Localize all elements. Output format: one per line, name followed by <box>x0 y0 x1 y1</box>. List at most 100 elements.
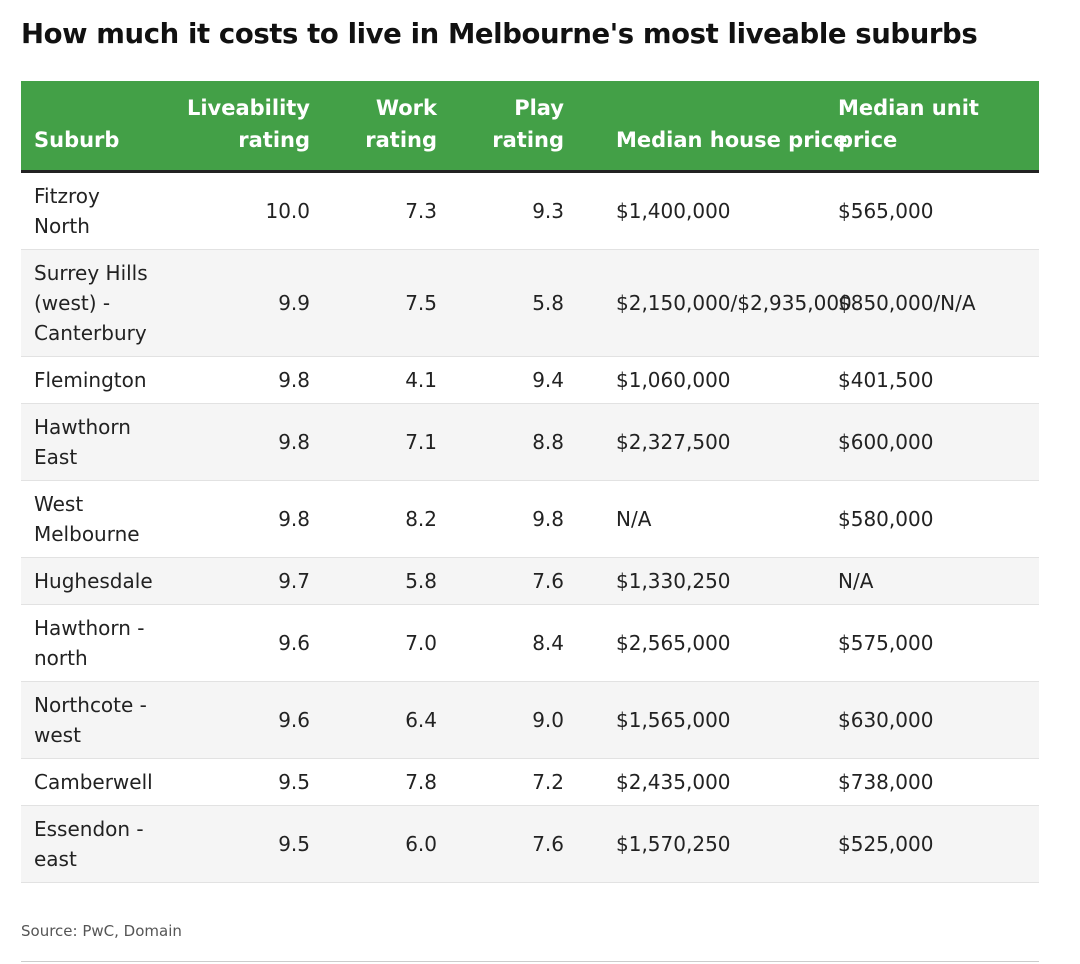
cell-liveability: 9.8 <box>183 480 310 558</box>
cell-liveability: 9.6 <box>183 604 310 682</box>
cell-liveability: 9.5 <box>183 805 310 883</box>
cell-house: $1,330,250 <box>564 557 838 605</box>
header-work: Work rating <box>310 81 437 173</box>
header-work-line-1: Work <box>375 95 437 120</box>
suburb-line: Canterbury <box>34 320 147 345</box>
cell-suburb: Camberwell <box>21 758 183 806</box>
suburb-line: Hawthorn <box>34 414 131 439</box>
header-play-line-2: rating <box>492 127 564 152</box>
cell-unit: N/A <box>838 557 1039 605</box>
cell-unit: $600,000 <box>838 403 1039 481</box>
suburb-line: North <box>34 213 90 238</box>
cell-house: N/A <box>564 480 838 558</box>
cell-liveability: 9.6 <box>183 681 310 759</box>
suburb-line: Melbourne <box>34 521 140 546</box>
cell-house: $1,060,000 <box>564 356 838 404</box>
suburb-line: (west) - <box>34 290 111 315</box>
cell-house: $1,400,000 <box>564 171 838 250</box>
cell-liveability: 9.9 <box>183 249 310 357</box>
header-row: Suburb Liveability rating Work rating Pl… <box>21 81 1039 173</box>
header-house-price-line-1: Median house price <box>616 127 848 152</box>
suburb-line: west <box>34 722 81 747</box>
cell-suburb: Hughesdale <box>21 557 183 605</box>
header-play-line-1: Play <box>514 95 564 120</box>
table-row: Hawthorn - north 9.6 7.0 8.4 $2,565,000 $575,0… <box>21 604 1039 682</box>
cell-work: 6.0 <box>310 805 437 883</box>
cell-suburb: Northcote - west <box>21 681 183 759</box>
cell-play: 9.4 <box>437 356 564 404</box>
cell-play: 9.3 <box>437 171 564 250</box>
cell-play: 8.8 <box>437 403 564 481</box>
header-play: Play rating <box>437 81 564 173</box>
cell-suburb: Fitzroy North <box>21 171 183 250</box>
cell-suburb: Hawthorn East <box>21 403 183 481</box>
cell-liveability: 9.5 <box>183 758 310 806</box>
suburb-line: Northcote - <box>34 692 147 717</box>
header-suburb-line-1: Suburb <box>34 127 120 152</box>
suburb-line: Surrey Hills <box>34 260 148 285</box>
header-unit-price: Median unit price <box>838 81 1039 173</box>
cell-house: $1,570,250 <box>564 805 838 883</box>
header-unit-price-line-2: price <box>838 127 898 152</box>
cell-unit: $401,500 <box>838 356 1039 404</box>
table-row: Hawthorn East 9.8 7.1 8.8 $2,327,500 $600,000 <box>21 403 1039 481</box>
cell-work: 7.1 <box>310 403 437 481</box>
cell-unit: $565,000 <box>838 171 1039 250</box>
cell-play: 7.6 <box>437 557 564 605</box>
cell-play: 7.6 <box>437 805 564 883</box>
cell-play: 9.8 <box>437 480 564 558</box>
cell-liveability: 10.0 <box>183 171 310 250</box>
cell-work: 7.3 <box>310 171 437 250</box>
cell-work: 7.5 <box>310 249 437 357</box>
cell-unit: $850,000/N/A <box>838 249 1039 357</box>
cell-play: 8.4 <box>437 604 564 682</box>
cell-house: $2,327,500 <box>564 403 838 481</box>
cell-house: $2,565,000 <box>564 604 838 682</box>
cell-house: $1,565,000 <box>564 681 838 759</box>
table-row: Surrey Hills (west) - Canterbury 9.9 7.5 5.8 $… <box>21 249 1039 357</box>
cell-play: 7.2 <box>437 758 564 806</box>
table-row: Essendon - east 9.5 6.0 7.6 $1,570,250 $525,00… <box>21 805 1039 883</box>
cell-play: 5.8 <box>437 249 564 357</box>
header-work-line-2: rating <box>365 127 437 152</box>
chart-title: How much it costs to live in Melbourne's… <box>21 18 978 50</box>
cell-unit: $738,000 <box>838 758 1039 806</box>
cell-play: 9.0 <box>437 681 564 759</box>
cell-work: 8.2 <box>310 480 437 558</box>
header-suburb: Suburb <box>21 81 183 173</box>
table-row: Flemington 9.8 4.1 9.4 $1,060,000 $401,500 <box>21 356 1039 404</box>
cell-suburb: Surrey Hills (west) - Canterbury <box>21 249 183 357</box>
cell-unit: $630,000 <box>838 681 1039 759</box>
table-row: Fitzroy North 10.0 7.3 9.3 $1,400,000 $565,000 <box>21 171 1039 250</box>
cell-house: $2,435,000 <box>564 758 838 806</box>
table-row: Northcote - west 9.6 6.4 9.0 $1,565,000 $630,0… <box>21 681 1039 759</box>
cell-work: 7.8 <box>310 758 437 806</box>
bottom-divider <box>21 961 1039 962</box>
cell-work: 4.1 <box>310 356 437 404</box>
cell-unit: $525,000 <box>838 805 1039 883</box>
table-row: West Melbourne 9.8 8.2 9.8 N/A $580,000 <box>21 480 1039 558</box>
suburb-line: Flemington <box>34 367 147 392</box>
suburb-line: West <box>34 491 84 516</box>
data-table: Suburb Liveability rating Work rating Pl… <box>21 81 1039 883</box>
suburb-line: Essendon - <box>34 816 144 841</box>
cell-suburb: Hawthorn - north <box>21 604 183 682</box>
cell-work: 7.0 <box>310 604 437 682</box>
cell-house: $2,150,000/$2,935,000 <box>564 249 852 357</box>
cell-suburb: West Melbourne <box>21 480 183 558</box>
header-unit-price-line-1: Median unit <box>838 95 979 120</box>
suburb-line: Hawthorn - <box>34 615 145 640</box>
header-house-price: Median house price <box>564 81 847 173</box>
cell-liveability: 9.7 <box>183 557 310 605</box>
cell-unit: $575,000 <box>838 604 1039 682</box>
header-liveability-line-2: rating <box>238 127 310 152</box>
suburb-line: east <box>34 846 77 871</box>
table-row: Camberwell 9.5 7.8 7.2 $2,435,000 $738,000 <box>21 758 1039 806</box>
cell-liveability: 9.8 <box>183 356 310 404</box>
header-liveability: Liveability rating <box>183 81 310 173</box>
cell-unit: $580,000 <box>838 480 1039 558</box>
cell-work: 6.4 <box>310 681 437 759</box>
suburb-line: Fitzroy <box>34 183 100 208</box>
suburb-line: Camberwell <box>34 769 153 794</box>
suburb-line: north <box>34 645 88 670</box>
